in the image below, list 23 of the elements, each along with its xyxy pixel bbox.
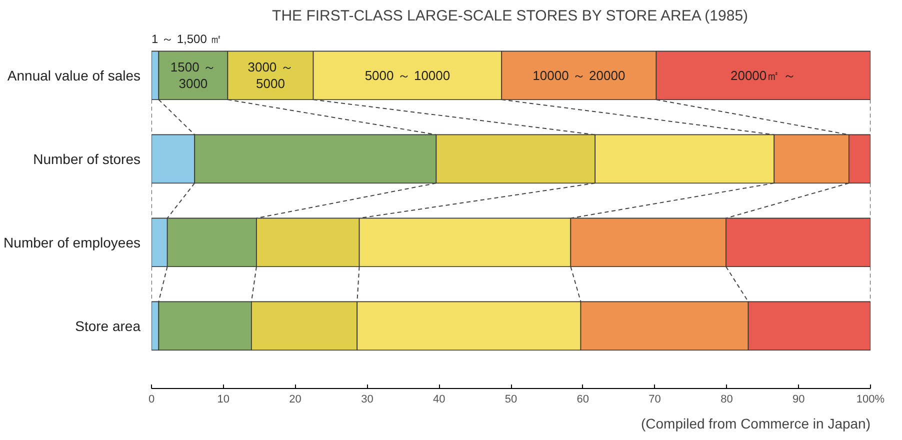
series-label: 20000㎡ ～: [730, 68, 796, 83]
y-tick-label: Annual value of sales: [7, 67, 141, 84]
series-label: 1500 ～ 3000: [170, 60, 216, 92]
y-tick-label: Store area: [75, 318, 141, 334]
text: (Compiled from Commerce in Japan): [640, 416, 871, 432]
x-tick-label: 10: [217, 394, 230, 406]
x-tick-label: 60: [576, 394, 590, 406]
y-tick-label: Number of employees: [4, 234, 140, 250]
series-label: 3000 ～ 5000: [248, 60, 294, 92]
series-label: 5000 ～ 10000: [364, 68, 450, 83]
x-tick-label: 50: [504, 394, 518, 406]
y-tick-label: Number of stores: [33, 150, 141, 167]
series-label: 10000 ～ 20000: [532, 68, 626, 83]
x-tick-label: 80: [720, 394, 733, 406]
chart-title: THE FIRST-CLASS LARGE-SCALE STORES BY STORE AREA (1985): [272, 8, 748, 24]
x-tick-label: 40: [432, 394, 446, 406]
x-tick-label: 90: [792, 394, 805, 406]
series-label: 1 ～ 1,500 ㎡: [152, 32, 222, 46]
x-tick-label: 30: [361, 394, 374, 406]
x-tick-label: 100%: [856, 394, 885, 406]
x-tick-label: 20: [289, 394, 302, 406]
x-tick-label: 0: [148, 394, 155, 406]
x-tick-label: 70: [648, 394, 661, 406]
